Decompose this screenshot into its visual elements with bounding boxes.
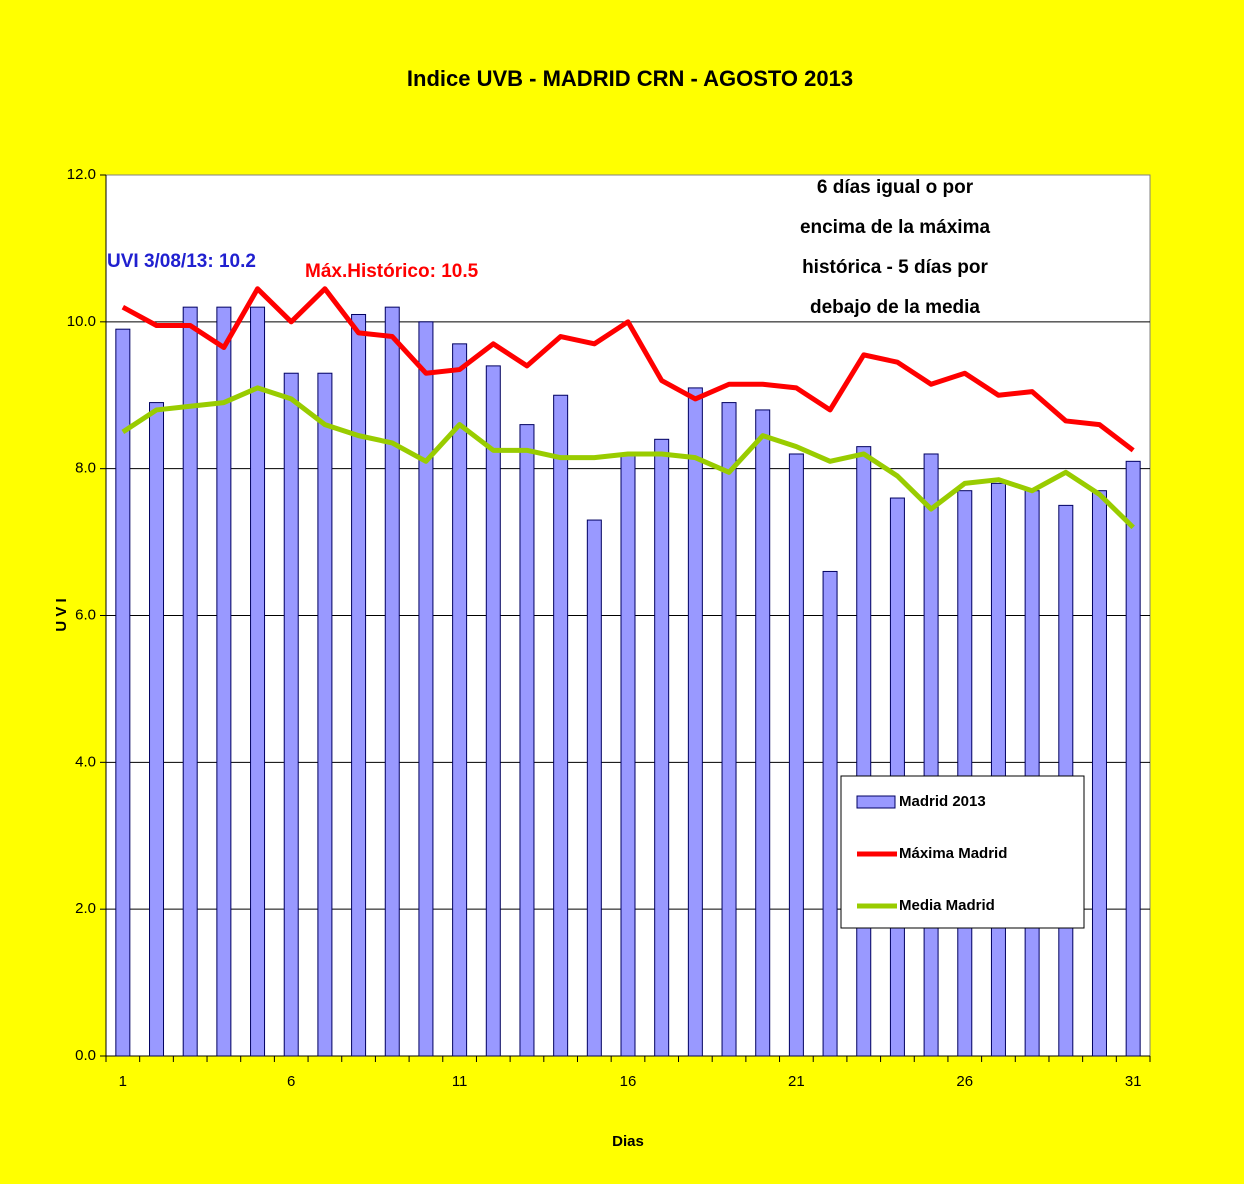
chart-title: Indice UVB - MADRID CRN - AGOSTO 2013: [407, 66, 853, 91]
y-tick-label: 6.0: [75, 606, 96, 623]
y-tick-label: 12.0: [67, 166, 96, 183]
bar: [519, 424, 535, 1057]
x-tick-label: 1: [119, 1073, 127, 1090]
annotation: histórica - 5 días por: [802, 257, 988, 278]
x-tick-label: 6: [287, 1073, 295, 1090]
bar: [788, 453, 804, 1057]
bar: [654, 438, 670, 1057]
bar: [452, 343, 468, 1057]
y-tick-label: 4.0: [75, 753, 96, 770]
annotation: 6 días igual o por: [817, 177, 974, 198]
bar: [1125, 460, 1141, 1057]
x-axis-title: Dias: [612, 1133, 644, 1150]
line-series: [121, 286, 1135, 453]
annotation: UVI 3/08/13: 10.2: [107, 251, 256, 272]
legend-label: Media Madrid: [899, 897, 995, 914]
bar: [283, 372, 299, 1057]
annotation: encima de la máxima: [800, 217, 991, 238]
x-tick-label: 11: [452, 1073, 468, 1090]
bar: [384, 306, 400, 1057]
bar: [586, 519, 602, 1057]
bar: [755, 409, 771, 1057]
y-tick-label: 0.0: [75, 1047, 96, 1064]
y-tick-label: 10.0: [67, 313, 96, 330]
annotation: debajo de la media: [810, 297, 980, 318]
x-tick-label: 21: [788, 1073, 805, 1090]
y-tick-label: 8.0: [75, 460, 96, 477]
y-tick-label: 2.0: [75, 900, 96, 917]
bar: [990, 482, 1006, 1057]
x-tick-label: 26: [956, 1073, 973, 1090]
bar: [957, 490, 973, 1057]
bar: [721, 402, 737, 1057]
bar: [1024, 490, 1040, 1057]
y-axis-title: U V I: [53, 598, 70, 631]
bar: [856, 446, 872, 1057]
bar: [553, 394, 569, 1057]
bar: [822, 570, 838, 1057]
bar: [620, 453, 636, 1057]
bar: [418, 321, 434, 1057]
bar: [1091, 490, 1107, 1057]
bar: [485, 365, 501, 1057]
legend-swatch: [856, 795, 896, 809]
annotation: Máx.Histórico: 10.5: [305, 261, 479, 282]
bar: [351, 313, 367, 1057]
legend-label: Madrid 2013: [899, 793, 986, 810]
x-tick-label: 16: [620, 1073, 637, 1090]
bar: [149, 402, 165, 1057]
bar: [317, 372, 333, 1057]
bar: [250, 306, 266, 1057]
bar: [182, 306, 198, 1057]
bar: [216, 306, 232, 1057]
bar: [115, 328, 131, 1057]
line-series: [121, 385, 1135, 530]
x-tick-label: 31: [1125, 1073, 1142, 1090]
bar: [687, 387, 703, 1057]
legend-label: Máxima Madrid: [899, 845, 1007, 862]
bar: [923, 453, 939, 1057]
